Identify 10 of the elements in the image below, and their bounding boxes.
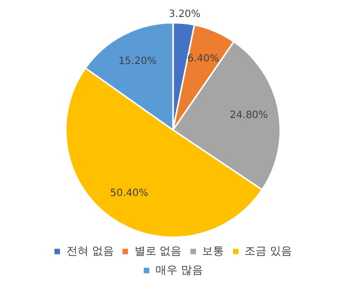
data-label: 6.40% bbox=[187, 54, 220, 65]
legend-label: 매우 많음 bbox=[156, 263, 203, 276]
legend-label: 조금 있음 bbox=[244, 244, 292, 258]
legend-label: 별로 없음 bbox=[134, 244, 182, 258]
data-label: 50.40% bbox=[110, 188, 148, 200]
legend-label: 전혀 없음 bbox=[66, 244, 114, 258]
legend-label: 보통 bbox=[202, 244, 224, 258]
data-label: 24.80% bbox=[230, 110, 268, 122]
data-label: 15.20% bbox=[118, 56, 157, 68]
data-label: 3.20% bbox=[168, 8, 201, 20]
